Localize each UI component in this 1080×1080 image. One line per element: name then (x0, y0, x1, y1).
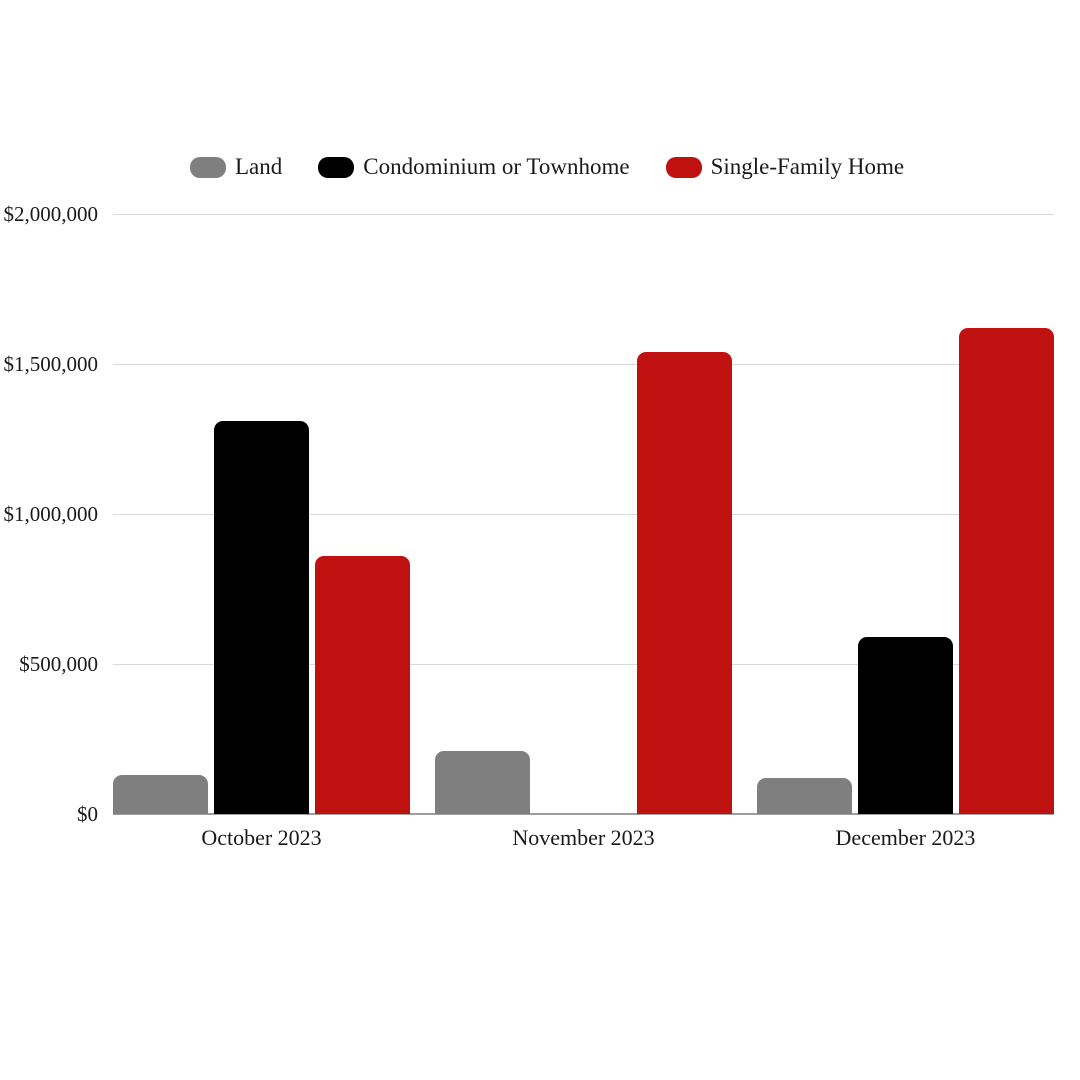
bar-single-family-home-december-2023 (959, 328, 1054, 814)
x-axis-label-october-2023: October 2023 (201, 825, 322, 850)
legend-item-land: Land (190, 154, 282, 180)
legend-label: Single-Family Home (710, 154, 905, 179)
bar-land-october-2023 (113, 775, 208, 814)
bar-group-november-2023 (435, 214, 732, 814)
chart-legend: Land Condominium or Townhome Single-Family… (190, 154, 904, 180)
bar-condominium-or-townhome-october-2023 (214, 421, 309, 814)
y-tick-label: $0 (77, 802, 98, 826)
y-tick-label: $2,000,000 (3, 202, 99, 226)
bar-single-family-home-november-2023 (637, 352, 732, 814)
legend-item-single-family-home: Single-Family Home (665, 154, 905, 180)
bar-condominium-or-townhome-december-2023 (858, 637, 953, 814)
plot-area (113, 214, 1054, 815)
y-tick-label: $1,500,000 (3, 352, 99, 376)
legend-item-condominium-or-townhome: Condominium or Townhome (318, 154, 630, 180)
legend-swatch-single-family-home (665, 156, 702, 178)
gridline (113, 514, 1054, 515)
bar-single-family-home-october-2023 (315, 556, 410, 814)
x-axis-labels: October 2023 November 2023 December 2023 (113, 824, 1054, 854)
y-tick-label: $500,000 (19, 652, 98, 676)
legend-swatch-land (190, 156, 226, 178)
bar-group-december-2023 (757, 214, 1054, 814)
bar-land-november-2023 (435, 751, 530, 814)
x-axis-label-november-2023: November 2023 (512, 825, 655, 850)
legend-swatch-condominium-or-townhome (318, 156, 355, 178)
x-axis-line (113, 813, 1054, 815)
bar-group-october-2023 (113, 214, 410, 814)
y-axis-labels: $2,000,000 $1,500,000 $1,000,000 $500,000 $0 (0, 202, 99, 826)
gridline (113, 664, 1054, 665)
x-axis-label-december-2023: December 2023 (835, 825, 976, 850)
gridline (113, 214, 1054, 215)
bar-land-december-2023 (757, 778, 852, 814)
gridline (113, 364, 1054, 365)
legend-label: Land (235, 154, 283, 179)
y-tick-label: $1,000,000 (3, 502, 99, 526)
legend-label: Condominium or Townhome (363, 154, 630, 179)
